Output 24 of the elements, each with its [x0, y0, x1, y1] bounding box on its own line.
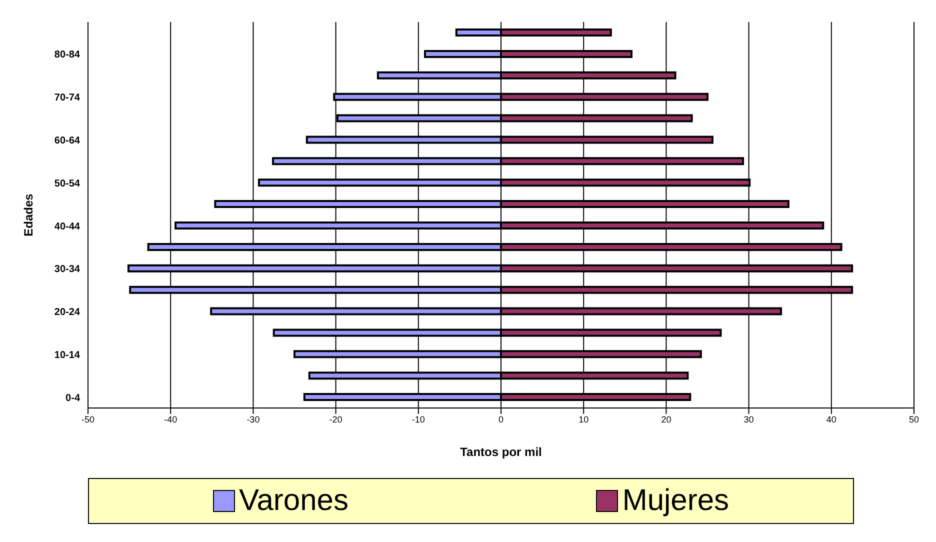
legend-label: Varones — [238, 484, 348, 518]
y-tick-label: 0-4 — [66, 392, 80, 404]
y-tick-label: 50-54 — [54, 178, 80, 190]
x-tick-label: 10 — [578, 414, 589, 424]
y-tick-label: 70-74 — [54, 92, 80, 104]
x-tick-label: -10 — [412, 414, 425, 424]
y-tick-label: 60-64 — [54, 135, 80, 146]
x-tick-label: 40 — [826, 414, 836, 424]
x-tick-label: -20 — [329, 414, 342, 424]
x-tick-label: 30 — [744, 414, 754, 424]
x-tick-label: 20 — [661, 414, 672, 424]
y-axis-title: Edades — [21, 193, 36, 236]
x-tick-label: -30 — [246, 414, 260, 424]
x-tick-label: -50 — [81, 414, 95, 424]
x-tick-label: 0 — [498, 414, 504, 424]
y-tick-label: 10-14 — [54, 350, 80, 361]
legend-label: Mujeres — [621, 484, 730, 518]
y-tick-label: 20-24 — [54, 307, 80, 318]
y-tick-label: 80-84 — [54, 50, 80, 61]
y-tick-label: 40-44 — [54, 221, 80, 232]
x-tick-label: 50 — [908, 414, 920, 424]
y-tick-label: 30-34 — [54, 264, 80, 276]
x-tick-label: -40 — [164, 414, 178, 424]
x-axis-title: Tantos por mil — [460, 445, 542, 459]
